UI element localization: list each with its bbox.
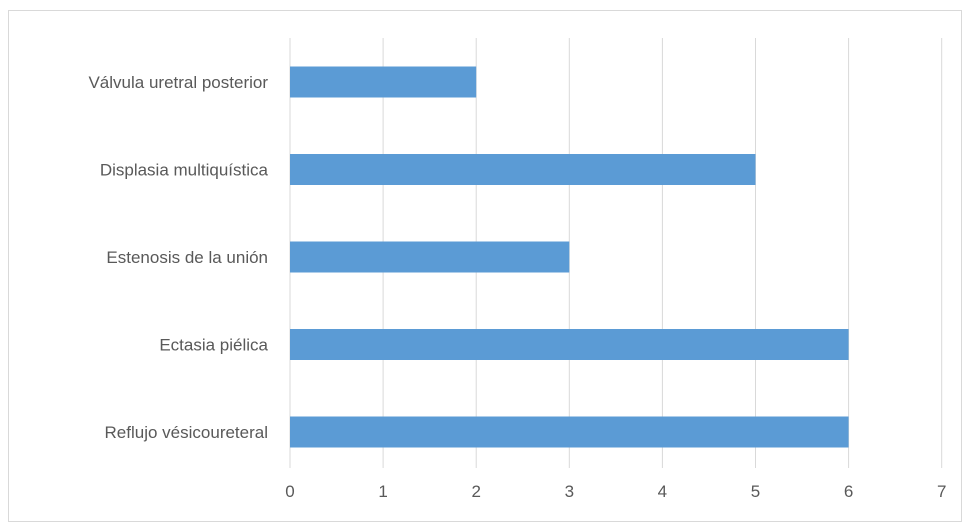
category-label: Ectasia piélica [159,336,268,355]
x-tick-label: 4 [658,482,667,501]
bars [290,66,849,448]
bar [290,416,849,448]
x-tick-label: 6 [844,482,853,501]
category-label: Válvula uretral posterior [88,73,268,92]
category-label: Displasia multiquística [100,161,269,180]
category-label: Estenosis de la unión [106,248,268,267]
category-labels: Válvula uretral posterior Displasia multi… [88,73,268,442]
x-tick-label: 7 [937,482,946,501]
category-label: Reflujo vésicoureteral [105,423,268,442]
x-axis-tick-labels: 0 1 2 3 4 5 6 7 [285,482,946,501]
x-tick-label: 2 [471,482,480,501]
x-tick-label: 5 [751,482,760,501]
bar [290,329,849,360]
bar [290,66,477,98]
gridlines [289,38,943,468]
bar [290,154,756,185]
bar [290,241,570,273]
x-tick-label: 3 [565,482,574,501]
x-tick-label: 0 [285,482,294,501]
x-tick-label: 1 [378,482,387,501]
